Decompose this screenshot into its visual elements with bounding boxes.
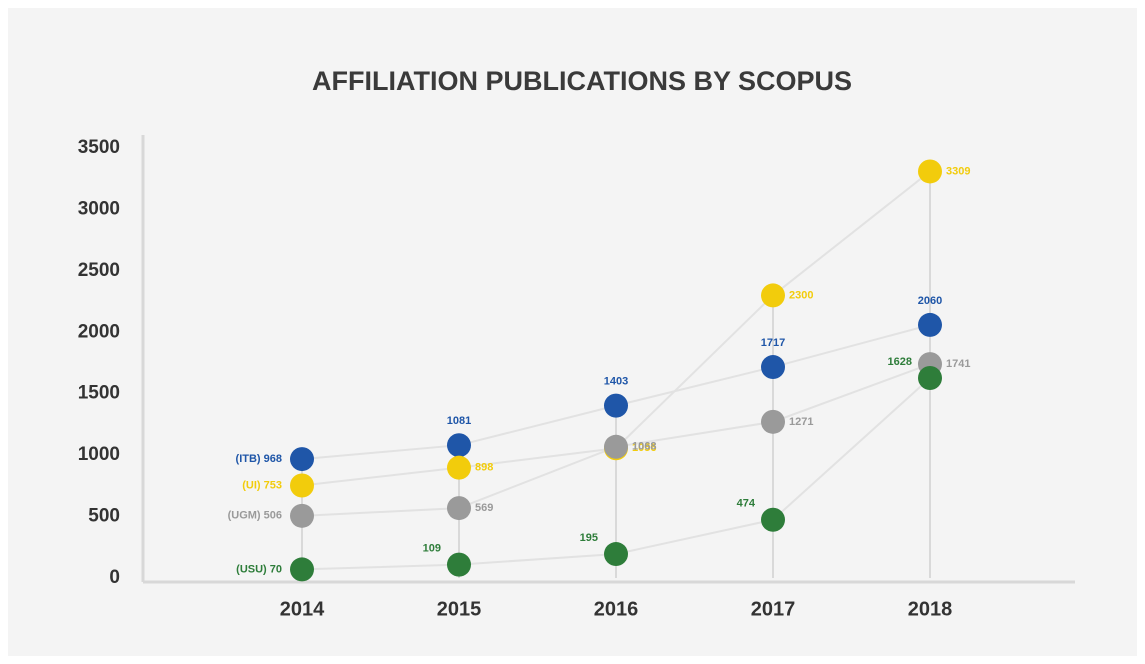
data-label: 898 <box>475 462 493 474</box>
x-tick-label: 2015 <box>437 598 482 620</box>
data-label: (ITB) 968 <box>236 453 282 465</box>
data-point <box>918 365 942 390</box>
data-point <box>604 434 628 459</box>
data-label: 1741 <box>946 358 970 370</box>
data-label: 1271 <box>789 416 813 428</box>
data-label: 3309 <box>946 165 970 177</box>
data-label: 569 <box>475 502 493 514</box>
data-label: 1628 <box>888 356 912 368</box>
data-label: 1717 <box>761 337 785 349</box>
data-point <box>761 283 785 308</box>
data-point <box>918 312 942 337</box>
y-tick-label: 0 <box>109 567 120 588</box>
background <box>8 8 1137 656</box>
y-tick-label: 3500 <box>78 137 120 158</box>
data-label: (UI) 753 <box>242 479 282 491</box>
x-tick-label: 2017 <box>751 598 796 620</box>
data-point <box>447 433 471 458</box>
data-label: 474 <box>737 498 756 510</box>
y-tick-label: 1500 <box>78 383 120 404</box>
data-point <box>604 542 628 567</box>
y-tick-label: 1000 <box>78 444 120 465</box>
data-point <box>290 447 314 472</box>
data-label: (UGM) 506 <box>228 510 282 522</box>
data-point <box>290 557 314 582</box>
data-point <box>604 393 628 418</box>
y-tick-label: 3000 <box>78 198 120 219</box>
x-tick-label: 2016 <box>594 598 639 620</box>
data-label: 109 <box>423 543 441 555</box>
y-tick-label: 500 <box>88 506 120 527</box>
data-label: 1068 <box>632 441 656 453</box>
data-point <box>447 496 471 521</box>
data-point <box>761 409 785 434</box>
data-label: (USU) 70 <box>236 563 282 575</box>
data-point <box>918 159 942 184</box>
x-tick-label: 2018 <box>908 598 953 620</box>
data-label: 2300 <box>789 289 813 301</box>
data-label: 1403 <box>604 376 628 388</box>
data-point <box>290 473 314 498</box>
data-point <box>761 507 785 532</box>
data-point <box>761 355 785 380</box>
chart-title: AFFILIATION PUBLICATIONS BY SCOPUS <box>312 66 852 96</box>
data-label: 2060 <box>918 295 942 307</box>
data-label: 1056 <box>632 442 656 454</box>
data-point <box>447 455 471 480</box>
x-tick-label: 2014 <box>280 598 325 620</box>
data-point <box>447 552 471 577</box>
data-point <box>290 503 314 528</box>
data-label: 1081 <box>447 415 471 427</box>
y-tick-label: 2500 <box>78 260 120 281</box>
y-tick-label: 2000 <box>78 321 120 342</box>
data-label: 195 <box>580 532 598 544</box>
